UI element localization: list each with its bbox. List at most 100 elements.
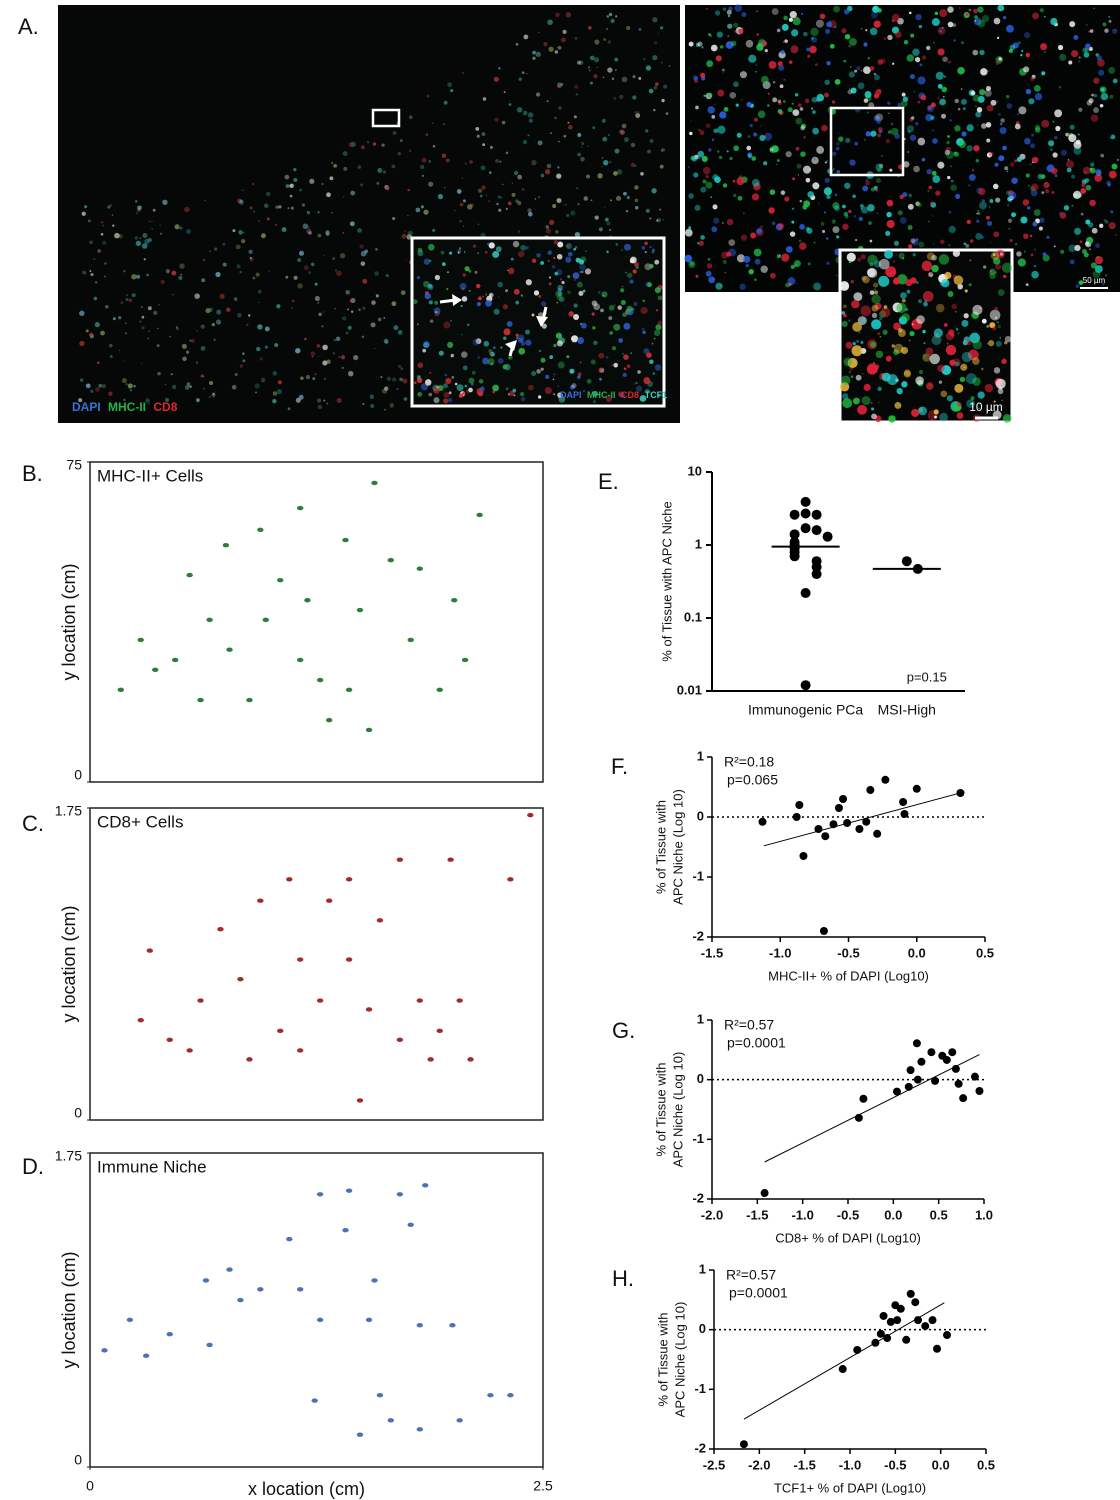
cell xyxy=(656,218,661,223)
cell xyxy=(825,237,829,240)
data-point xyxy=(901,556,912,567)
x-tick-label: 0.0 xyxy=(908,945,926,960)
cell xyxy=(203,259,206,262)
cell xyxy=(570,332,572,334)
cell xyxy=(600,368,605,373)
cell xyxy=(461,71,465,75)
cell xyxy=(629,256,637,264)
cell xyxy=(905,308,909,311)
cell xyxy=(615,243,618,246)
x-axis-label: TCF1+ % of DAPI (Log10) xyxy=(774,1480,926,1495)
cell xyxy=(87,219,91,223)
cell xyxy=(1074,227,1082,235)
cell xyxy=(771,221,776,226)
cell xyxy=(614,69,617,72)
cell xyxy=(295,347,301,354)
cell xyxy=(532,56,536,60)
cell xyxy=(1068,244,1077,253)
cell xyxy=(1069,21,1076,28)
inset-box xyxy=(410,236,666,408)
cell xyxy=(585,174,590,179)
cell xyxy=(1108,16,1111,18)
cell xyxy=(1097,59,1105,67)
cell xyxy=(241,189,244,192)
cell-point xyxy=(467,1057,474,1062)
cell xyxy=(621,285,624,288)
cell xyxy=(184,385,190,390)
cell xyxy=(659,208,662,211)
cell xyxy=(1108,170,1117,179)
cell xyxy=(492,384,499,392)
cell xyxy=(1031,156,1039,164)
cell xyxy=(598,227,603,232)
cell xyxy=(165,398,170,403)
cell xyxy=(978,188,986,196)
cell xyxy=(317,302,319,304)
cell xyxy=(703,94,706,97)
cell xyxy=(1006,24,1014,33)
annotation: R²=0.18 xyxy=(724,754,774,770)
cell xyxy=(403,237,405,239)
cell xyxy=(889,168,893,172)
cell xyxy=(697,150,705,158)
cell xyxy=(932,175,941,183)
cell xyxy=(620,288,625,293)
panel-label: C. xyxy=(22,811,44,836)
cell xyxy=(806,47,811,52)
cell xyxy=(743,255,751,263)
cell-point xyxy=(427,1057,434,1062)
cell xyxy=(547,19,553,26)
cell xyxy=(151,227,153,230)
cell xyxy=(170,373,173,376)
cell xyxy=(350,190,356,196)
cell xyxy=(865,131,871,137)
cell xyxy=(345,289,351,295)
cell xyxy=(565,12,572,18)
cell xyxy=(915,281,919,285)
cell xyxy=(322,311,325,313)
cell xyxy=(638,77,642,80)
cell xyxy=(877,386,882,392)
cell xyxy=(870,130,877,137)
cell xyxy=(222,262,227,267)
cell xyxy=(688,260,696,269)
cell xyxy=(855,238,858,242)
cell xyxy=(555,290,563,298)
cell xyxy=(916,315,925,324)
cell xyxy=(234,372,238,377)
cell xyxy=(768,61,777,69)
cell xyxy=(1067,159,1070,161)
cell xyxy=(909,74,915,80)
cell xyxy=(248,314,251,317)
cell xyxy=(986,104,994,112)
cell xyxy=(915,238,919,241)
cell xyxy=(1071,50,1079,58)
cell xyxy=(946,140,950,145)
cell xyxy=(803,136,806,139)
cell xyxy=(843,304,847,309)
cell xyxy=(838,136,844,142)
cell xyxy=(478,379,484,384)
cell xyxy=(302,223,309,230)
cell xyxy=(981,318,987,324)
cell xyxy=(601,291,608,298)
cell xyxy=(698,157,701,160)
cell xyxy=(928,185,933,190)
data-point xyxy=(959,1094,968,1103)
cell xyxy=(1041,191,1045,195)
cell xyxy=(372,142,377,146)
cell xyxy=(932,215,934,217)
cell xyxy=(833,205,840,211)
cell xyxy=(843,313,847,318)
cell xyxy=(708,276,716,284)
cell xyxy=(733,81,739,88)
cell xyxy=(748,54,757,63)
cell-point xyxy=(451,598,458,603)
cell xyxy=(970,396,975,401)
cell-point xyxy=(277,577,284,583)
cell xyxy=(421,157,427,163)
x-tick-label: 0.5 xyxy=(976,945,994,960)
cell xyxy=(902,257,905,260)
cell xyxy=(248,249,253,254)
cell xyxy=(322,360,328,366)
